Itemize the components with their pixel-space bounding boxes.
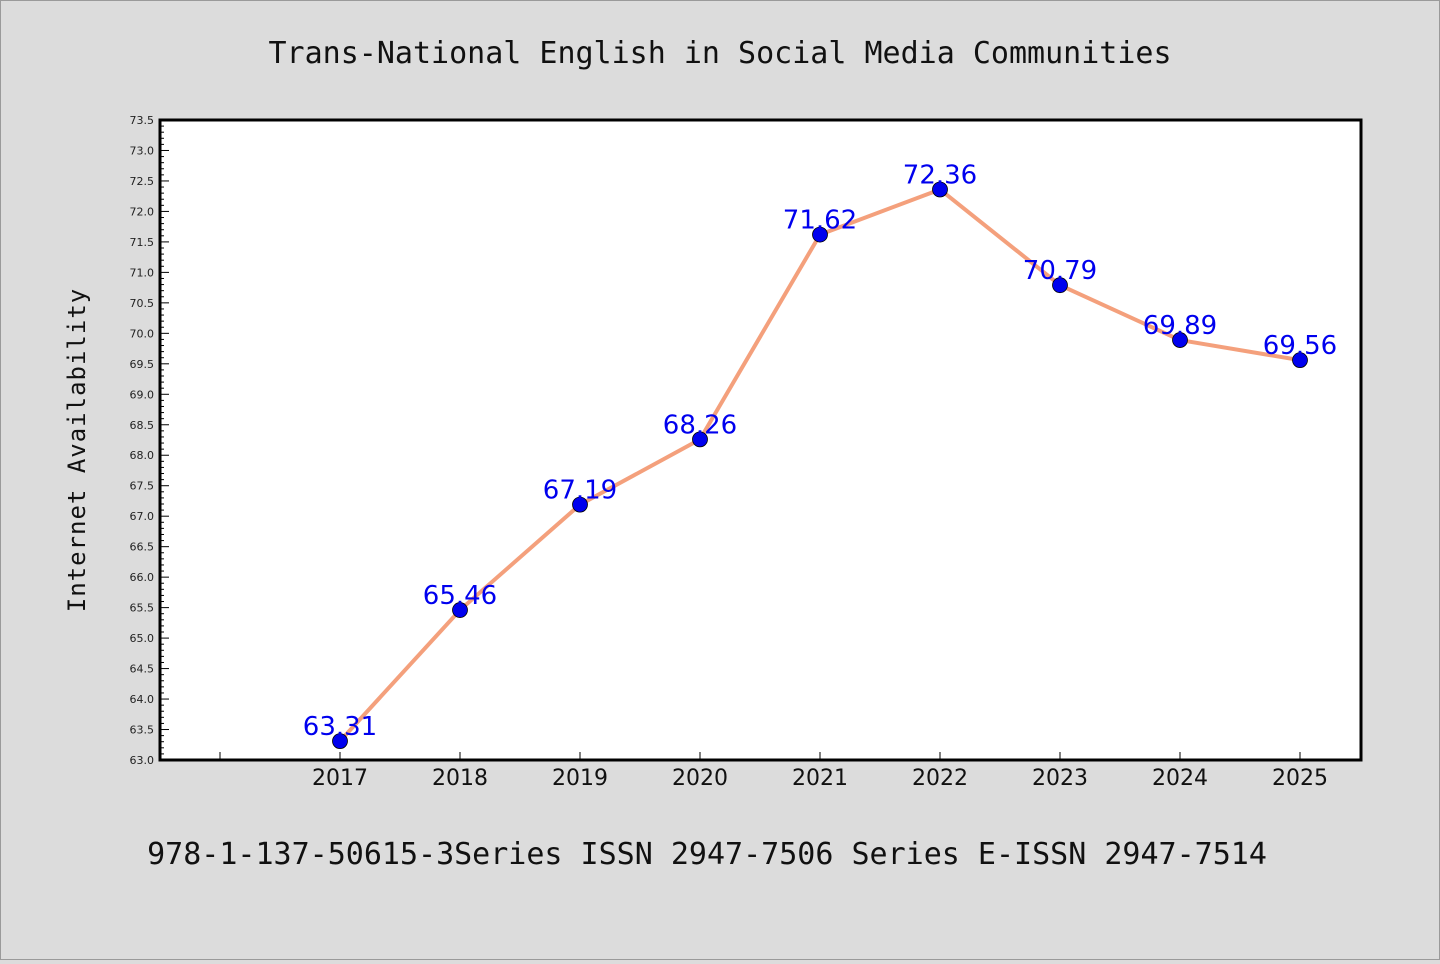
data-label: 67.19	[543, 476, 617, 506]
data-label: 71.62	[783, 206, 857, 236]
x-tick-label: 2017	[312, 766, 368, 791]
x-tick-label: 2021	[792, 766, 848, 791]
data-label: 63.31	[303, 712, 377, 742]
data-point	[932, 181, 948, 198]
x-tick-label: 2024	[1152, 766, 1208, 791]
plot-area	[158, 118, 1363, 762]
y-tick-label: 64.0	[130, 693, 155, 706]
data-point	[1052, 277, 1068, 294]
data-label: 65.46	[423, 581, 497, 611]
data-label: 69.56	[1263, 331, 1337, 361]
y-tick-label: 70.0	[130, 327, 155, 340]
y-tick-label: 66.0	[130, 571, 155, 584]
data-point	[452, 602, 468, 618]
y-tick-label: 71.5	[130, 236, 155, 249]
x-tick-label: 2022	[912, 766, 968, 791]
y-tick-label: 72.5	[130, 175, 155, 188]
y-tick-label: 70.5	[130, 297, 155, 310]
data-label: 72.36	[903, 160, 977, 190]
data-point	[332, 733, 348, 750]
y-tick-label: 68.5	[130, 419, 155, 432]
x-tick-label: 2018	[432, 766, 488, 791]
x-tick-label: 2023	[1032, 766, 1088, 791]
y-tick-label: 73.5	[130, 114, 155, 127]
y-tick-label: 67.5	[130, 480, 155, 493]
y-tick-label: 63.0	[130, 754, 155, 767]
y-tick-label: 66.5	[130, 541, 155, 554]
x-tick-label: 2019	[552, 766, 608, 791]
y-tick-label: 64.5	[130, 663, 155, 676]
y-tick-label: 69.5	[130, 358, 155, 371]
y-tick-label: 69.0	[130, 388, 155, 401]
x-tick-label: 2025	[1272, 766, 1328, 791]
data-point	[1292, 352, 1308, 369]
y-tick-label: 71.0	[130, 266, 155, 279]
y-tick-label: 65.0	[130, 632, 155, 645]
y-tick-label: 72.0	[130, 205, 155, 218]
data-labels-group: 63.31 65.46 67.19 68.26 71.62 72.36 70.79 69.89…	[303, 160, 1337, 742]
y-tick-label: 65.5	[130, 602, 155, 615]
series-points-group	[332, 181, 1308, 750]
y-tick-label: 68.0	[130, 449, 155, 462]
y-axis-label: Internet Availability	[63, 288, 91, 612]
data-point	[1172, 332, 1188, 348]
x-axis: 2017 2018 2019 2020 2021 2022 2023 2024 2025	[219, 752, 1328, 791]
isbn-issn-footer: 978-1-137-50615-3Series ISSN 2947-7506 S…	[147, 837, 1267, 872]
chart-title: Trans-National English in Social Media C…	[268, 36, 1171, 71]
y-tick-label: 63.5	[130, 724, 155, 737]
data-label: 69.89	[1143, 311, 1217, 341]
data-label: 68.26	[663, 410, 737, 440]
y-tick-label: 67.0	[130, 510, 155, 523]
data-point	[812, 226, 828, 243]
data-point	[692, 431, 708, 448]
data-point	[572, 496, 588, 513]
x-tick-label: 2020	[672, 766, 728, 791]
y-axis: 63.0 63.5 64.0 64.5 65.0 65.5 66.0 66.5 67.0 67.5…	[130, 114, 169, 767]
data-label: 70.79	[1023, 256, 1097, 286]
y-tick-label: 73.0	[130, 144, 155, 157]
